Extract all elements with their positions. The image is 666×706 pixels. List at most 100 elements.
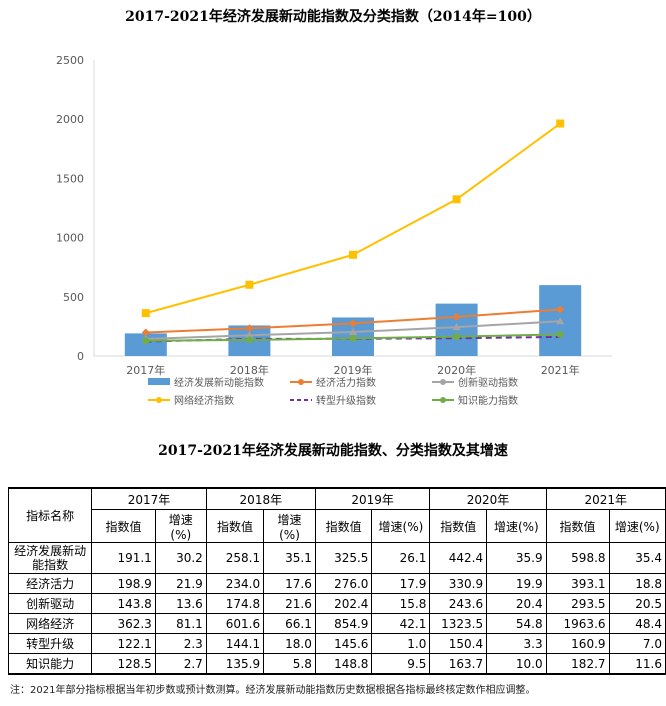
column-header-name: 指标名称 [7,487,93,543]
data-point [141,328,150,337]
row-name: 转型升级 [7,633,93,654]
column-header-index: 指数值 [429,509,488,543]
index-cell: 198.9 [91,573,156,594]
series-line [145,335,561,343]
index-cell: 135.9 [205,653,265,675]
legend-label: 经济活力指数 [316,376,376,389]
data-point [349,334,357,342]
growth-cell: 2.7 [154,653,207,675]
column-header-year: 2021年 [545,487,666,510]
column-header-index: 指数值 [314,509,373,543]
row-name: 经济发展新动能指数 [7,542,93,574]
index-cell: 854.9 [314,613,373,634]
row-name: 经济活力 [7,573,93,594]
data-point [556,317,565,325]
y-tick-label: 500 [63,291,84,304]
growth-cell: 48.4 [608,613,666,634]
y-tick-label: 2000 [56,113,84,126]
data-point [245,280,254,289]
index-cell: 174.8 [205,593,265,614]
index-cell: 325.5 [314,542,373,574]
table-row: 创新驱动 143.8 13.6 174.8 21.6 202.4 15.8 243.6 20.4… [7,593,666,614]
index-cell: 202.4 [314,593,373,614]
legend-label: 网络经济指数 [174,394,234,407]
growth-cell: 81.1 [154,613,207,634]
column-header-growth: 增速(%) [371,509,431,543]
chart-title: 2017-2021年经济发展新动能指数及分类指数（2014年=100） [125,9,541,25]
legend-label: 创新驱动指数 [458,376,518,389]
legend-label: 转型升级指数 [316,394,376,407]
legend-marker [156,397,162,403]
growth-cell: 3.3 [486,633,547,654]
index-cell: 150.4 [429,633,488,654]
legend-marker [440,397,446,403]
y-tick-label: 1500 [56,172,84,185]
growth-cell: 54.8 [486,613,547,634]
column-header-growth: 增速(%) [608,509,666,543]
data-point [349,328,357,336]
index-cell: 243.6 [429,593,488,614]
index-cell: 293.5 [545,593,610,614]
index-cell: 234.0 [205,573,265,594]
growth-cell: 17.9 [371,573,431,594]
index-cell: 148.8 [314,653,373,675]
column-header-index: 指数值 [91,509,156,543]
growth-cell: 7.0 [608,633,666,654]
index-cell: 362.3 [91,613,156,634]
index-cell: 182.7 [545,653,610,675]
growth-cell: 20.5 [608,593,666,614]
column-header-growth: 增速(%) [154,509,207,543]
index-cell: 1963.6 [545,613,610,634]
index-cell: 128.5 [91,653,156,675]
data-point [349,319,357,328]
table-row: 转型升级 122.1 2.3 144.1 18.0 145.6 1.0 150.4 3.3 160… [7,633,666,654]
index-cell: 191.1 [91,542,156,574]
x-tick-label: 2017年 [126,363,165,377]
data-point [453,333,461,341]
growth-cell: 42.1 [371,613,431,634]
data-point [245,324,254,333]
growth-cell: 21.9 [154,573,207,594]
index-cell: 163.7 [429,653,488,675]
legend-marker [298,379,304,385]
series-line [145,122,561,315]
index-cell: 1323.5 [429,613,488,634]
growth-cell: 13.6 [154,593,207,614]
growth-cell: 21.6 [263,593,316,614]
index-cell: 393.1 [545,573,610,594]
column-header-year: 2019年 [314,487,431,510]
growth-cell: 10.0 [486,653,547,675]
chart: 0 500 1000 1500 2000 2500 2017年 2018年 2019年 2020年… [56,54,612,407]
column-header-growth: 增速 (%) [263,509,316,543]
growth-cell: 15.8 [371,593,431,614]
index-cell: 442.4 [429,542,488,574]
growth-cell: 35.9 [486,542,547,574]
column-header-year: 2017年 [91,487,207,510]
column-header-index: 指数值 [545,509,610,543]
data-point [245,336,253,344]
y-tick-label: 1000 [56,232,84,245]
growth-cell: 17.6 [263,573,316,594]
data-table: 指标名称 2017年 2018年 2019年 2020年 2021年 指数值 增速(%) 指数值… [7,487,666,675]
y-tick-label: 0 [77,350,84,363]
legend-swatch [148,378,170,385]
growth-cell: 18.8 [608,573,666,594]
index-cell: 258.1 [205,542,265,574]
index-cell: 144.1 [205,633,265,654]
growth-cell: 9.5 [371,653,431,675]
growth-cell: 18.0 [263,633,316,654]
column-header-index: 指数值 [205,509,265,543]
table-title: 2017-2021年经济发展新动能指数、分类指数及其增速 [158,443,508,459]
table-row: 网络经济 362.3 81.1 601.6 66.1 854.9 42.1 1323.5 54.… [7,613,666,634]
index-cell: 598.8 [545,542,610,574]
index-cell: 143.8 [91,593,156,614]
data-point [452,312,461,321]
x-tick-label: 2021年 [541,363,580,377]
data-point [245,331,254,339]
growth-cell: 26.1 [371,542,431,574]
data-point [142,337,150,345]
legend-label: 经济发展新动能指数 [174,376,264,389]
data-point [556,330,564,338]
legend-marker [440,379,446,385]
